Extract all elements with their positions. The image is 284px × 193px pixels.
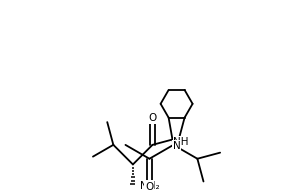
Text: NH₂: NH₂ bbox=[140, 181, 159, 191]
Text: O: O bbox=[148, 113, 156, 123]
Text: N: N bbox=[172, 141, 180, 151]
Text: NH: NH bbox=[174, 137, 189, 147]
Text: O: O bbox=[145, 182, 154, 192]
